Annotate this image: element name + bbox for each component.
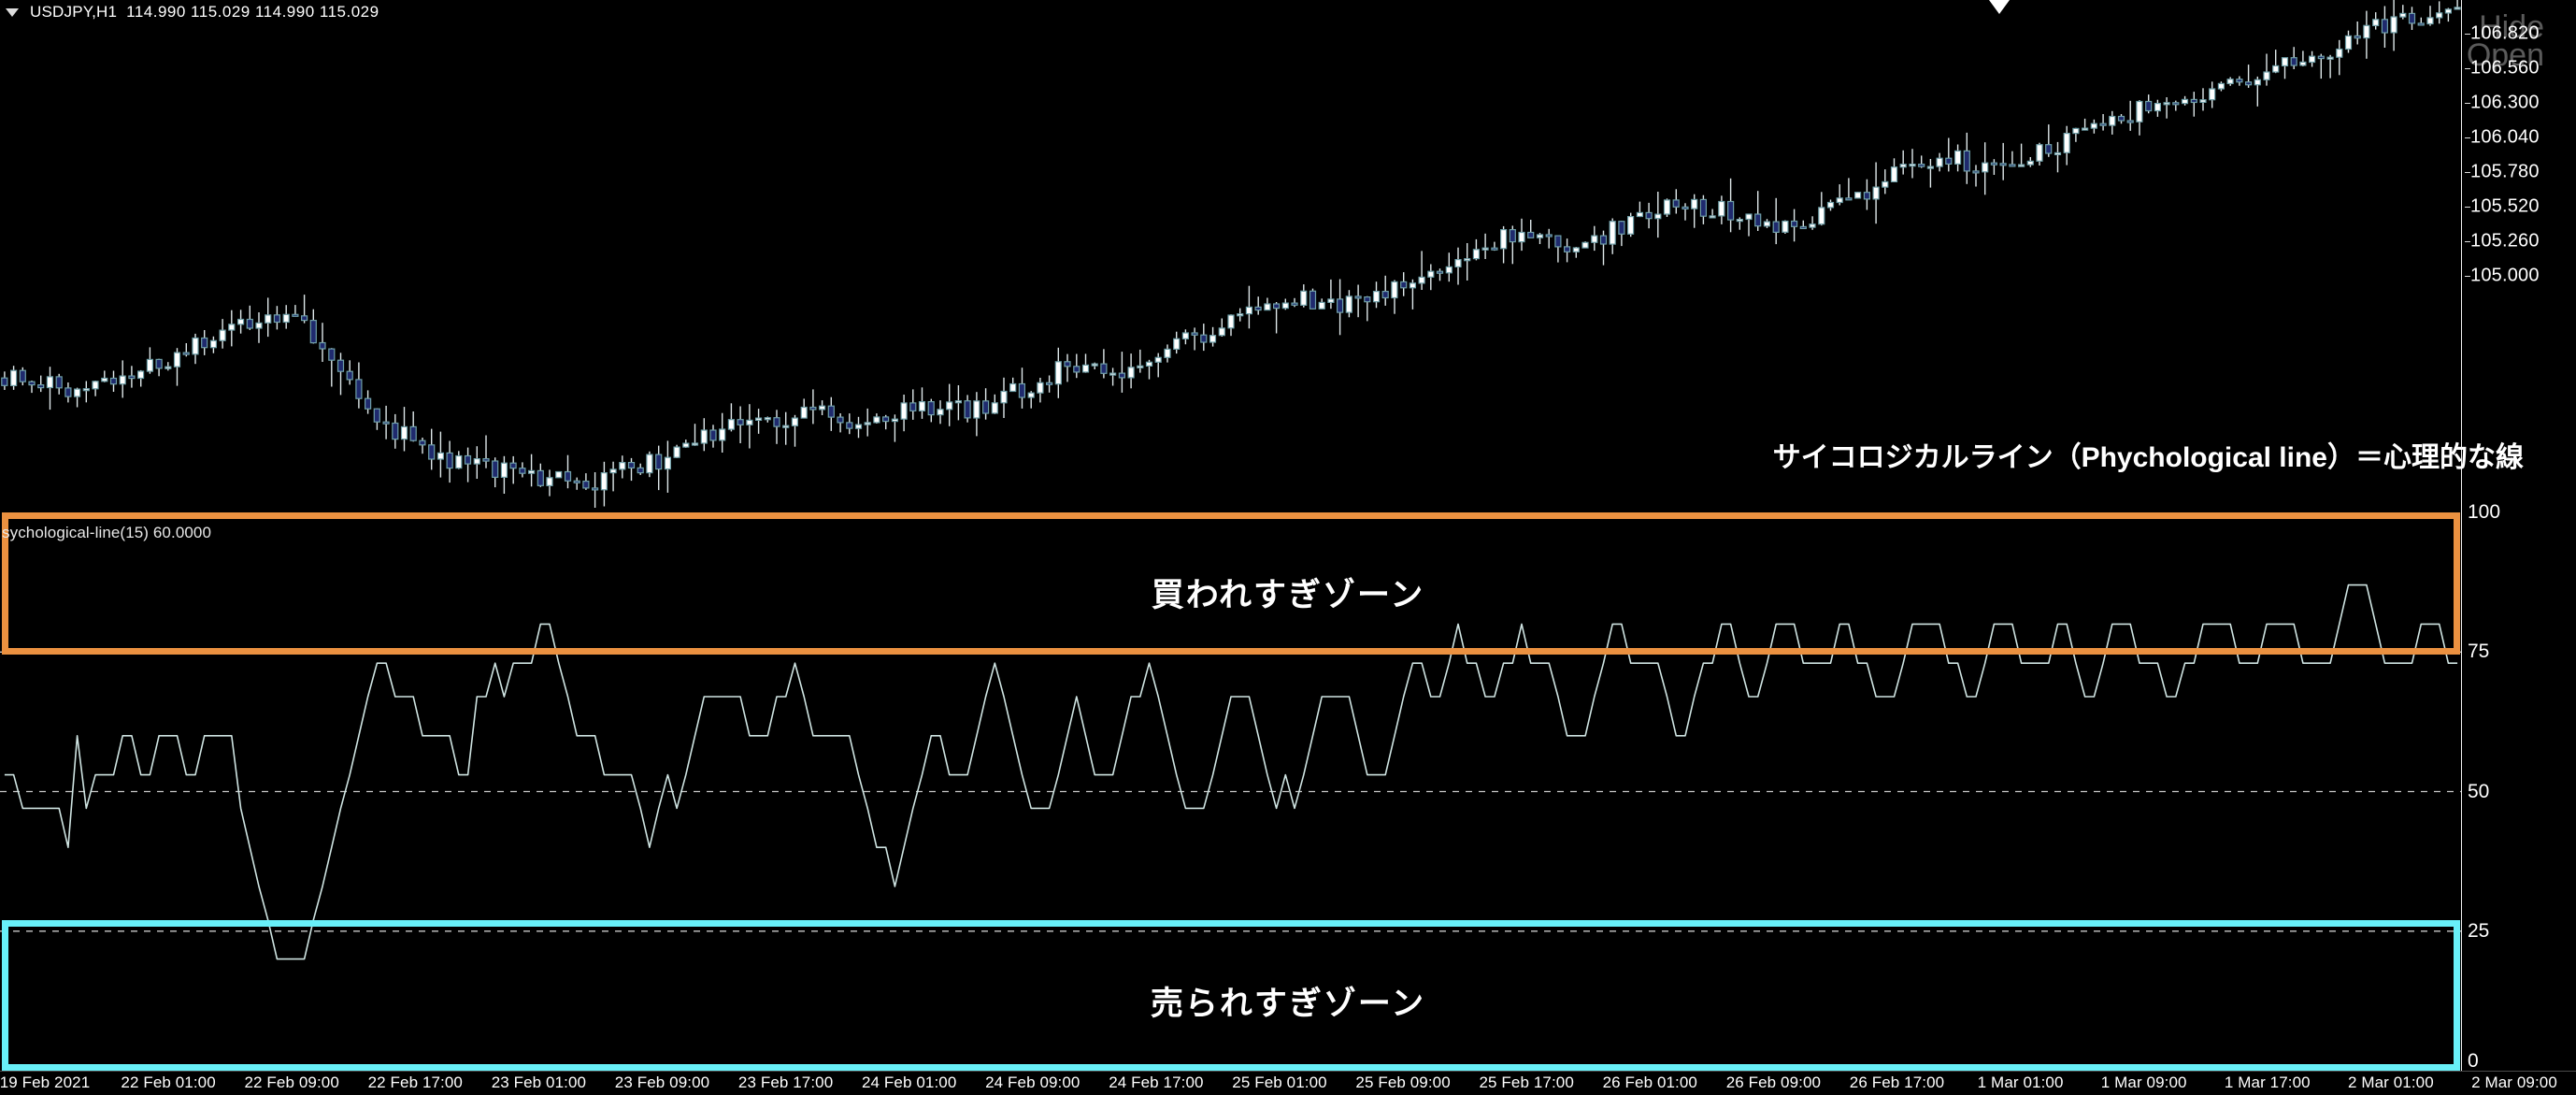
time-axis-label: 22 Feb 09:00: [244, 1073, 339, 1091]
price-scale-tick: [2465, 241, 2470, 242]
price-scale-label: 105.780: [2470, 161, 2540, 182]
time-axis-label: 1 Mar 09:00: [2100, 1073, 2187, 1091]
time-axis-label: 23 Feb 17:00: [737, 1073, 834, 1091]
time-axis-label: 2 Mar 01:00: [2347, 1073, 2434, 1091]
price-scale-tick: [2465, 172, 2470, 173]
indicator-name-label: sychological-line(15) 60.0000: [2, 524, 212, 541]
overbought-zone-box: [2, 512, 2460, 655]
symbol-bar: USDJPY,H1 114.990 115.029 114.990 115.02…: [0, 0, 2576, 24]
indicator-scale-label: 100: [2468, 501, 2501, 523]
indicator-scale-label: 75: [2468, 641, 2490, 663]
price-scale-label: 105.000: [2470, 265, 2540, 286]
time-axis[interactable]: 19 Feb 2021 22 Feb 01:00 22 Feb 09:00 22 Fe…: [0, 1071, 2576, 1095]
symbol-name: USDJPY,H1: [30, 3, 118, 21]
time-axis-label: 23 Feb 01:00: [491, 1073, 587, 1091]
price-scale-tick: [2465, 207, 2470, 208]
price-scale-label: 106.300: [2470, 92, 2540, 113]
overbought-zone-label: 買われすぎゾーン: [1151, 577, 1425, 613]
time-axis-label: 1 Mar 01:00: [1977, 1073, 2064, 1091]
indicator-scale-label: 50: [2468, 780, 2490, 802]
price-scale-tick: [2465, 137, 2470, 138]
price-scale-tick: [2465, 103, 2470, 104]
price-scale-tick: [2465, 34, 2470, 35]
time-axis-label: 1 Mar 17:00: [2224, 1073, 2311, 1091]
price-scale-label: 105.260: [2470, 230, 2540, 252]
price-scale-tick: [2465, 276, 2470, 277]
time-axis-label: 24 Feb 09:00: [985, 1073, 1080, 1091]
time-axis-label: 26 Feb 01:00: [1602, 1073, 1697, 1091]
time-axis-label: 23 Feb 09:00: [614, 1073, 710, 1091]
time-axis-label: 25 Feb 01:00: [1232, 1073, 1327, 1091]
time-axis-label: 19 Feb 2021: [0, 1073, 91, 1091]
time-axis-label: 22 Feb 17:00: [367, 1073, 463, 1091]
oversold-zone-box: [2, 920, 2460, 1071]
chart-annotation-text: サイコロジカルライン（Phychological line）＝心理的な線: [1772, 442, 2524, 473]
time-axis-label: 22 Feb 01:00: [121, 1073, 216, 1091]
chevron-down-icon: [1989, 0, 2010, 14]
caret-down-icon[interactable]: [6, 7, 19, 17]
price-chart-pane[interactable]: [0, 0, 2462, 512]
price-scale-axis: [2461, 0, 2462, 1071]
candlestick-series: [1, 0, 2461, 508]
time-axis-label: 25 Feb 17:00: [1479, 1073, 1574, 1091]
time-axis-label: 24 Feb 01:00: [861, 1073, 957, 1091]
indicator-scale-label: 25: [2468, 919, 2490, 942]
price-scale-tick: [2465, 68, 2470, 69]
symbol-ohlc-values: 114.990 115.029 114.990 115.029: [126, 3, 379, 21]
price-scale-label: 106.560: [2470, 57, 2540, 79]
price-scale-label: 105.520: [2470, 195, 2540, 217]
price-scale-label: 106.040: [2470, 126, 2540, 148]
time-axis-label: 26 Feb 09:00: [1725, 1073, 1822, 1091]
indicator-scale-label: 0: [2468, 1050, 2479, 1072]
price-scale-labels[interactable]: 106.820 106.560 106.300 106.040 105.780 105.5…: [2465, 0, 2576, 1072]
time-axis-label: 2 Mar 09:00: [2471, 1073, 2557, 1091]
time-axis-label: 25 Feb 09:00: [1355, 1073, 1451, 1091]
time-axis-label: 24 Feb 17:00: [1109, 1073, 1204, 1091]
oversold-zone-label: 売られすぎゾーン: [1150, 986, 1426, 1022]
price-scale-label: 106.820: [2470, 22, 2540, 44]
time-axis-label: 26 Feb 17:00: [1849, 1073, 1945, 1091]
